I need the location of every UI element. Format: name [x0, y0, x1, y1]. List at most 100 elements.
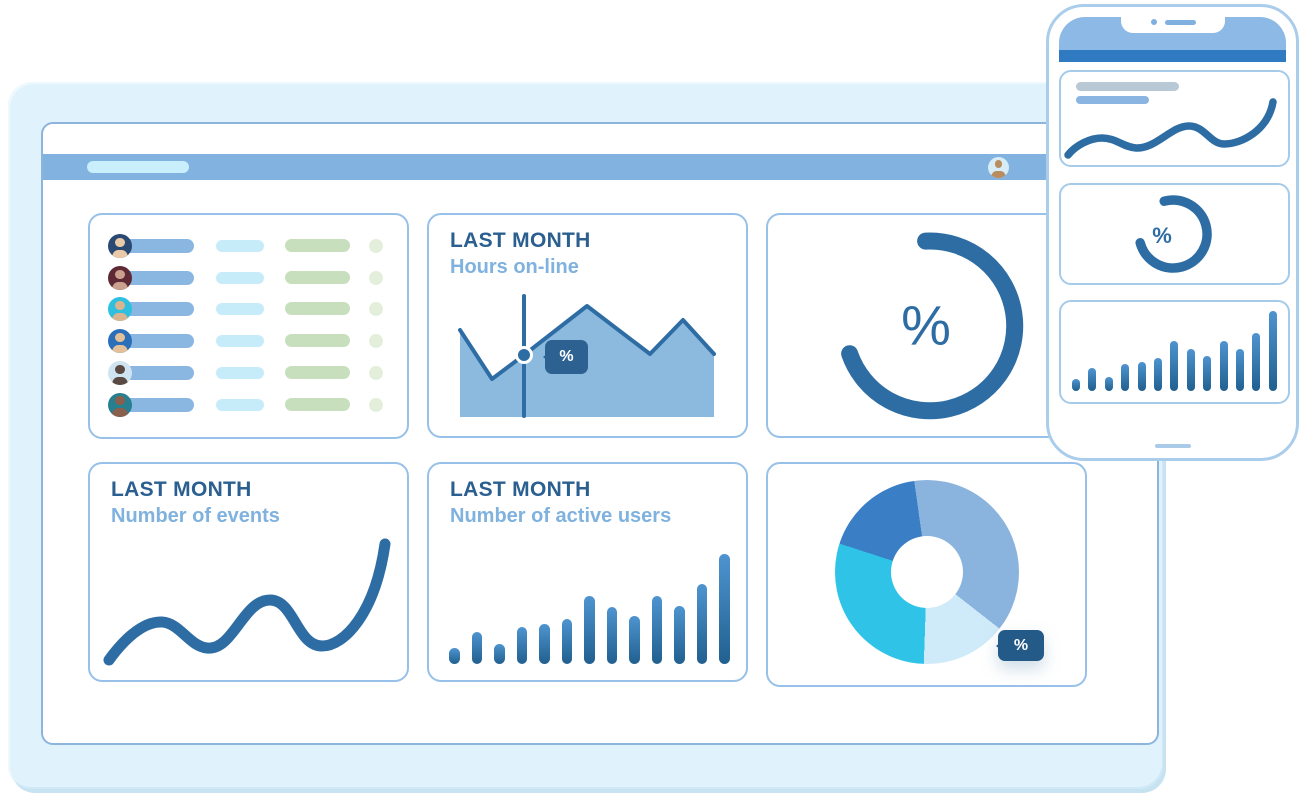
phone-mockup: %	[1046, 4, 1299, 461]
user-list-row[interactable]	[90, 265, 407, 290]
card-active-users[interactable]: LAST MONTH Number of active users	[427, 462, 748, 682]
donut-hole	[891, 536, 963, 608]
name-pill	[118, 270, 194, 285]
value-pill	[216, 335, 264, 348]
bar	[1186, 349, 1195, 391]
area-outline	[458, 304, 716, 381]
phone-card-gauge[interactable]: %	[1059, 183, 1290, 285]
bar	[1219, 341, 1228, 391]
avatar-head	[994, 160, 1003, 169]
card-user-list[interactable]	[88, 213, 409, 439]
user-avatar[interactable]	[108, 392, 132, 417]
value-pill	[216, 240, 264, 252]
bar	[1203, 355, 1212, 391]
status-pill	[285, 270, 350, 284]
bar	[629, 615, 640, 664]
phone-trend-line	[1064, 98, 1277, 159]
card-percent-gauge[interactable]: %	[766, 213, 1087, 438]
user-list-row[interactable]	[90, 360, 407, 385]
card-subtitle: Hours on-line	[450, 256, 579, 278]
user-avatar[interactable]	[108, 329, 132, 354]
bar	[719, 554, 730, 664]
name-pill	[118, 365, 194, 380]
card-number-of-events[interactable]: LAST MONTH Number of events	[88, 462, 409, 682]
bar	[494, 644, 505, 664]
user-avatar[interactable]	[108, 265, 132, 290]
avatar-body	[111, 281, 129, 290]
card-title: LAST MONTH	[450, 478, 591, 501]
card-hours-online[interactable]: LAST MONTH Hours on-line %	[427, 213, 748, 438]
card-title: LAST MONTH	[450, 229, 591, 252]
avatar-body	[111, 376, 129, 385]
gauge-percent-label: %	[1152, 223, 1172, 248]
phone-gauge-arc-path	[1135, 195, 1212, 273]
home-indicator[interactable]	[1154, 444, 1191, 448]
skeleton-line-blue	[1076, 96, 1149, 104]
gauge-arc-path	[841, 232, 1024, 420]
address-bar-pill[interactable]	[87, 161, 189, 173]
bar	[1088, 367, 1097, 391]
card-user-share-donut[interactable]: %	[766, 462, 1087, 687]
status-pill	[285, 302, 350, 316]
phone-card-trend[interactable]	[1059, 70, 1290, 167]
bar	[1252, 332, 1261, 391]
status-pill	[285, 365, 350, 379]
trend-line	[103, 538, 391, 666]
bar	[539, 624, 550, 664]
user-avatar[interactable]	[108, 234, 132, 258]
data-point-marker[interactable]	[515, 346, 533, 364]
bar	[651, 595, 663, 664]
name-pill	[118, 302, 194, 317]
user-avatar[interactable]	[988, 157, 1009, 178]
card-subtitle: Number of events	[111, 505, 280, 527]
phone-card-bars[interactable]	[1059, 300, 1290, 404]
avatar-body	[111, 249, 129, 258]
user-list-row[interactable]	[90, 329, 407, 354]
bar	[1104, 376, 1113, 391]
avatar-head	[115, 364, 125, 374]
phone-bar-chart	[1072, 307, 1277, 391]
phone-notch	[1120, 10, 1225, 33]
bar	[1121, 363, 1130, 391]
bar-chart	[449, 552, 730, 664]
indicator-dot	[369, 334, 383, 349]
avatar-head	[115, 301, 125, 311]
gauge-arc	[841, 232, 1024, 420]
name-pill	[118, 334, 194, 349]
browser-toolbar	[43, 154, 1157, 180]
bar	[584, 595, 595, 664]
bar	[696, 583, 708, 664]
avatar-head	[115, 396, 125, 406]
user-list-row[interactable]	[90, 392, 407, 417]
indicator-dot	[369, 302, 383, 317]
trend-line-chart	[103, 538, 391, 666]
bar	[1154, 358, 1163, 391]
bar	[449, 647, 460, 664]
bar	[471, 632, 483, 664]
value-pill	[216, 271, 264, 284]
card-subtitle: Number of active users	[450, 505, 672, 527]
bar	[1137, 362, 1146, 391]
bar	[1268, 311, 1277, 391]
user-list-row[interactable]	[90, 297, 407, 322]
indicator-dot	[369, 239, 383, 253]
area-chart	[458, 304, 716, 417]
user-list-row[interactable]	[90, 234, 407, 258]
avatar-head	[115, 269, 125, 279]
status-pill	[285, 397, 350, 411]
indicator-dot	[369, 397, 383, 412]
camera-dot-icon	[1150, 19, 1157, 25]
chart-tooltip: %	[545, 340, 588, 374]
avatar-body	[111, 408, 129, 417]
donut-chart	[835, 480, 1019, 664]
user-avatar[interactable]	[108, 297, 132, 322]
avatar-head	[115, 237, 125, 247]
tooltip-label: %	[559, 348, 574, 365]
phone-trend-chart	[1064, 98, 1277, 159]
user-avatar[interactable]	[108, 360, 132, 385]
value-pill	[216, 398, 264, 411]
gauge-percent-label: %	[901, 293, 951, 357]
bar	[1072, 379, 1080, 391]
chart-tooltip: %	[998, 630, 1044, 661]
